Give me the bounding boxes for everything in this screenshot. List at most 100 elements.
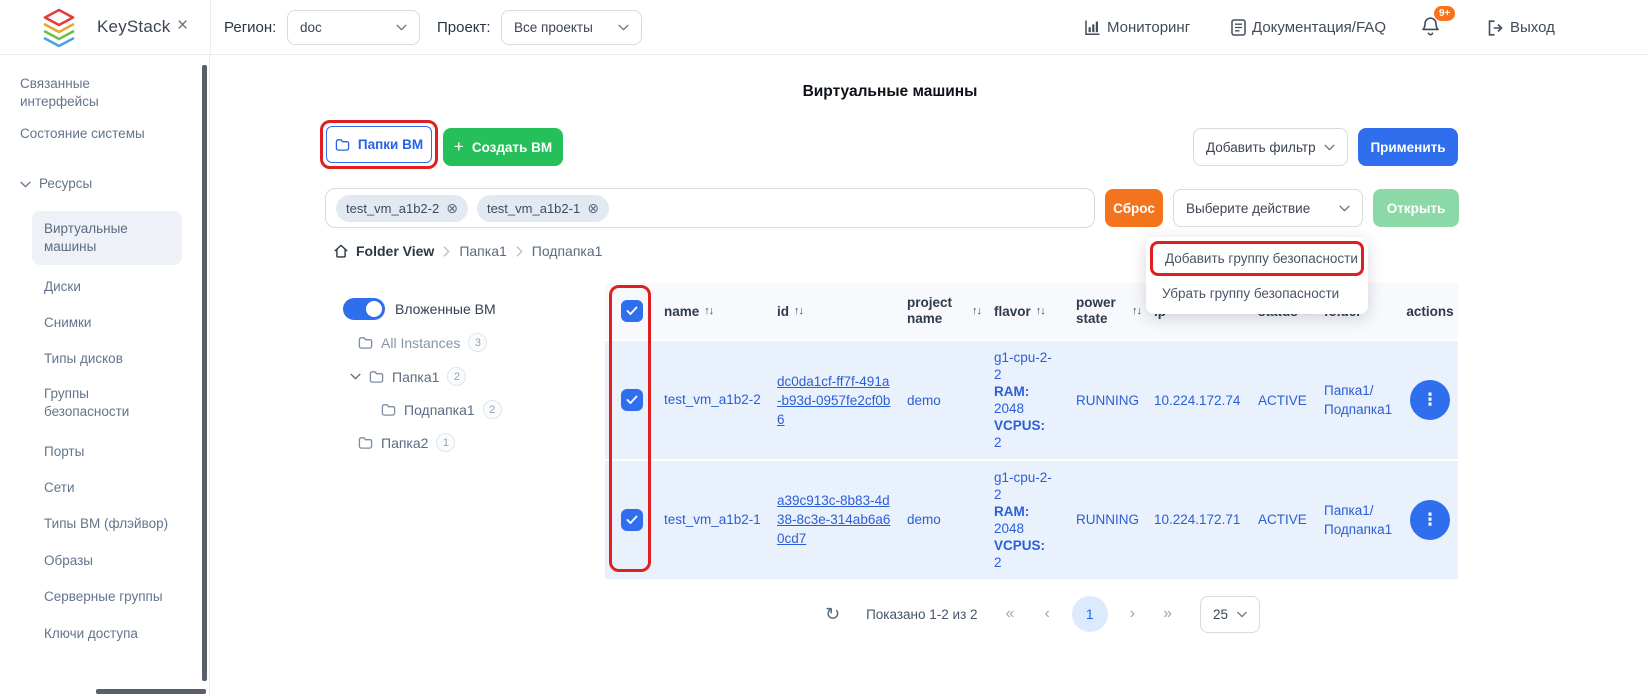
vm-id-link[interactable]: dc0da1cf-ff7f-491a-b93d-0957fe2cf0b6 (777, 373, 891, 427)
pagination-next-button[interactable]: › (1129, 605, 1136, 622)
pagination: ↻ Показано 1-2 из 2 « ‹ 1 › » 25 (825, 592, 1260, 636)
chevron-down-icon (618, 24, 629, 31)
annotation-folders-button: Папки ВМ (320, 120, 438, 169)
create-vm-button-label: Создать ВМ (471, 139, 553, 155)
nav-documentation[interactable]: Документация/FAQ (1231, 0, 1386, 55)
row-checkbox[interactable] (621, 389, 643, 411)
sidebar-item-disk-types[interactable]: Типы дисков (44, 351, 123, 366)
nested-vm-toggle[interactable] (343, 298, 385, 320)
tree-node-folder1[interactable]: Папка1 2 (350, 367, 467, 386)
tree-node-subfolder1[interactable]: Подпапка1 2 (381, 400, 502, 419)
reset-button[interactable]: Сброс (1105, 189, 1163, 227)
tree-node-count-badge: 2 (482, 400, 502, 419)
pagination-first-button[interactable]: « (1005, 605, 1015, 622)
refresh-icon[interactable]: ↻ (825, 603, 841, 624)
open-button[interactable]: Открыть (1373, 189, 1459, 227)
vm-flavor: g1-cpu-2-2 RAM: 2048 VCPUS: 2 (994, 350, 1052, 450)
sidebar-horizontal-scrollbar[interactable] (96, 689, 206, 694)
tree-node-label: All Instances (381, 334, 461, 351)
filter-chip-label: test_vm_a1b2-1 (486, 200, 581, 216)
kebab-menu-icon: ⋮ (1421, 390, 1439, 409)
main-content: Виртуальные машины Папки ВМ + Создать ВМ… (210, 55, 1648, 696)
tree-node-folder2[interactable]: Папка2 1 (358, 433, 456, 452)
add-filter-select[interactable]: Добавить фильтр (1193, 128, 1348, 166)
sidebar-item-ports[interactable]: Порты (44, 444, 85, 459)
sidebar-item-networks[interactable]: Сети (44, 480, 75, 495)
column-header-actions: actions (1406, 303, 1454, 319)
sidebar-vertical-scrollbar[interactable] (202, 65, 207, 681)
sidebar-item-disks[interactable]: Диски (44, 279, 81, 294)
region-select[interactable]: doc (287, 10, 420, 45)
column-header-name[interactable]: name ↑↓ (664, 303, 714, 319)
action-dropdown-menu: Добавить группу безопасности Убрать груп… (1146, 237, 1368, 314)
sidebar-item-vm-types[interactable]: Типы ВМ (флэйвор) (44, 516, 169, 531)
column-header-flavor[interactable]: flavor ↑↓ (994, 303, 1046, 319)
column-header-power-state[interactable]: power state ↑↓ (1076, 295, 1142, 326)
sidebar-item-images[interactable]: Образы (44, 553, 93, 568)
breadcrumb: Folder View Папка1 Подпапка1 (333, 243, 602, 259)
pagination-current-page[interactable]: 1 (1071, 596, 1108, 632)
home-icon (333, 243, 349, 259)
sidebar-item-access-keys[interactable]: Ключи доступа (44, 626, 138, 641)
pagination-prev-button[interactable]: ‹ (1044, 605, 1050, 622)
menu-item-add-security-group[interactable]: Добавить группу безопасности (1150, 241, 1364, 276)
tree-node-label: Папка1 (392, 368, 440, 385)
row-checkbox[interactable] (621, 508, 643, 531)
breadcrumb-subfolder1[interactable]: Подпапка1 (531, 243, 603, 259)
tree-node-label: Папка2 (381, 434, 429, 451)
column-header-project-name[interactable]: project name ↑↓ (907, 295, 982, 326)
sidebar-item-related-interfaces[interactable]: Связанные интерфейсы (20, 76, 99, 109)
document-icon (1231, 19, 1246, 36)
sidebar-item-resources[interactable]: Ресурсы (20, 175, 180, 193)
sort-icon[interactable]: ↑↓ (704, 305, 714, 317)
folder-icon (381, 402, 396, 417)
nav-monitoring[interactable]: Мониторинг (1084, 0, 1190, 55)
project-select[interactable]: Все проекты (501, 10, 642, 45)
chip-remove-icon[interactable]: ⊗ (587, 199, 599, 216)
vm-status: ACTIVE (1258, 392, 1307, 408)
notifications-button[interactable]: 9+ (1420, 6, 1456, 41)
menu-item-remove-security-group[interactable]: Убрать группу безопасности (1162, 286, 1340, 301)
toggle-knob (366, 301, 382, 317)
sort-icon[interactable]: ↑↓ (794, 305, 804, 317)
pagination-last-button[interactable]: » (1163, 605, 1172, 622)
chip-remove-icon[interactable]: ⊗ (446, 199, 458, 216)
page-size-select[interactable]: 25 (1200, 595, 1260, 633)
chevron-right-icon (516, 245, 523, 257)
vm-project: demo (907, 512, 941, 527)
vm-id-link[interactable]: a39c913c-8b83-4d38-8c3e-314ab6a60cd7 (777, 493, 891, 546)
apply-button[interactable]: Применить (1358, 128, 1458, 166)
select-all-checkbox[interactable] (621, 300, 643, 322)
breadcrumb-folder-view[interactable]: Folder View (333, 243, 434, 259)
tree-node-all-instances[interactable]: All Instances 3 (358, 333, 488, 352)
choose-action-select[interactable]: Выберите действие (1173, 189, 1363, 227)
folder-icon (358, 335, 373, 350)
vm-name: test_vm_a1b2-2 (664, 392, 761, 407)
sort-icon[interactable]: ↑↓ (1132, 305, 1142, 317)
nav-logout[interactable]: Выход (1487, 0, 1555, 55)
sidebar-item-virtual-machines[interactable]: Виртуальные машины (32, 211, 182, 265)
row-actions-button[interactable]: ⋮ (1410, 499, 1450, 540)
column-header-id[interactable]: id ↑↓ (777, 303, 804, 319)
project-select-value: Все проекты (514, 20, 593, 35)
row-actions-button[interactable]: ⋮ (1410, 380, 1450, 420)
vm-name: test_vm_a1b2-1 (664, 511, 761, 527)
sidebar-item-security-groups[interactable]: Группы безопасности (44, 386, 130, 419)
create-vm-button[interactable]: + Создать ВМ (443, 128, 563, 166)
vm-folder-path: Папка1/Подпапка1 (1324, 383, 1393, 417)
filter-chip-label: test_vm_a1b2-2 (346, 200, 440, 216)
vm-folders-button[interactable]: Папки ВМ (326, 126, 432, 163)
vm-folder-path: Папка1/Подпапка1 (1324, 502, 1393, 537)
sidebar-item-system-state[interactable]: Состояние системы (20, 126, 145, 141)
sidebar-close-icon[interactable]: × (177, 15, 189, 36)
filter-chips-input[interactable]: test_vm_a1b2-2 ⊗ test_vm_a1b2-1 ⊗ (325, 188, 1095, 228)
sort-icon[interactable]: ↑↓ (1035, 305, 1046, 317)
sidebar-item-server-groups[interactable]: Серверные группы (44, 589, 163, 604)
sidebar-item-snapshots[interactable]: Снимки (44, 315, 92, 330)
breadcrumb-folder1[interactable]: Папка1 (459, 243, 507, 259)
sort-icon[interactable]: ↑↓ (972, 305, 982, 317)
tree-node-count-badge: 1 (436, 433, 456, 452)
sidebar-item-resources-label: Ресурсы (39, 176, 93, 191)
chevron-down-icon (396, 24, 407, 31)
